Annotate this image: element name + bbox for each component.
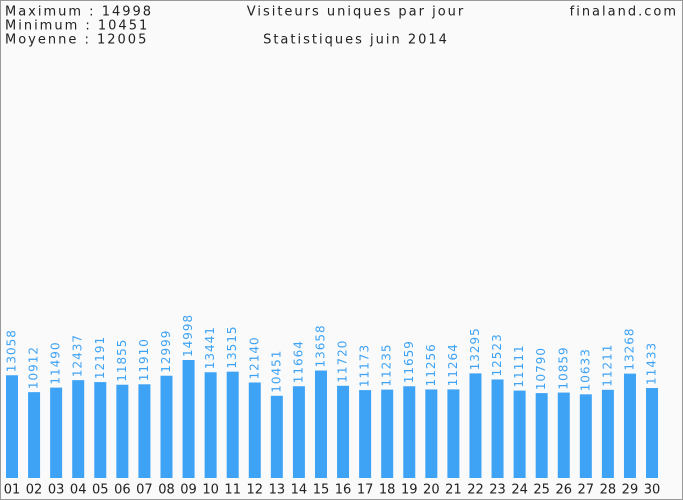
value-label: 11111 [512, 344, 526, 387]
bar [557, 392, 570, 478]
bar [314, 370, 327, 478]
chart-title: Visiteurs uniques par jour [247, 5, 466, 20]
value-label: 11490 [49, 341, 63, 384]
x-tick-label: 30 [644, 483, 661, 498]
x-tick-label: 22 [467, 483, 484, 498]
bar [535, 393, 548, 478]
x-tick-label: 04 [70, 483, 87, 498]
x-tick-label: 16 [335, 483, 352, 498]
bar [292, 386, 305, 478]
value-label: 14998 [181, 314, 195, 357]
x-tick-label: 12 [246, 483, 263, 498]
bar [337, 385, 350, 478]
x-tick-label: 18 [379, 483, 396, 498]
value-label: 13268 [622, 327, 636, 370]
chart-subtitle: Statistiques juin 2014 [263, 33, 449, 48]
value-label: 11720 [336, 340, 350, 383]
bar [601, 389, 614, 478]
x-tick-label: 13 [269, 483, 286, 498]
x-tick-label: 28 [600, 483, 617, 498]
x-tick-label: 03 [48, 483, 65, 498]
x-tick-label: 20 [423, 483, 440, 498]
value-label: 13515 [225, 325, 239, 368]
bar [491, 379, 504, 478]
x-tick-label: 05 [92, 483, 109, 498]
bar [204, 372, 217, 478]
x-tick-label: 07 [136, 483, 153, 498]
bar [447, 389, 460, 478]
value-label: 12437 [71, 334, 85, 377]
bar [72, 380, 85, 478]
stat-line: Maximum : 14998 [5, 5, 153, 20]
value-label: 10633 [578, 348, 592, 391]
bar [138, 384, 151, 478]
value-label: 10790 [534, 347, 548, 390]
x-tick-label: 29 [622, 483, 639, 498]
x-tick-label: 24 [511, 483, 528, 498]
value-label: 12140 [247, 336, 261, 379]
x-tick-label: 26 [555, 483, 572, 498]
stat-line: Moyenne : 12005 [5, 33, 148, 48]
value-label: 11659 [402, 340, 416, 383]
stat-line: Minimum : 10451 [5, 19, 149, 34]
x-tick-label: 11 [224, 483, 241, 498]
value-label: 13441 [203, 326, 217, 369]
value-label: 11664 [291, 340, 305, 383]
x-tick-label: 01 [4, 483, 21, 498]
value-label: 11855 [115, 339, 129, 382]
bar [6, 375, 18, 478]
value-label: 10912 [27, 346, 41, 389]
value-label: 11433 [645, 342, 659, 385]
value-label: 11211 [600, 344, 614, 387]
value-label: 10451 [269, 350, 283, 393]
value-label: 13058 [5, 329, 19, 372]
bar [50, 387, 63, 478]
x-tick-label: 17 [357, 483, 374, 498]
bar [359, 390, 372, 478]
x-tick-label: 27 [578, 483, 595, 498]
value-label: 13295 [468, 327, 482, 370]
bar [579, 394, 592, 478]
x-tick-label: 25 [533, 483, 550, 498]
x-tick-label: 10 [202, 483, 219, 498]
bar [270, 395, 283, 478]
value-label: 11235 [380, 343, 394, 386]
value-label: 11173 [358, 344, 372, 387]
value-label: 13658 [313, 324, 327, 367]
bar [94, 382, 107, 478]
bar [425, 389, 438, 478]
bar [116, 384, 129, 478]
value-label: 11910 [137, 338, 151, 381]
bar [513, 390, 526, 478]
x-tick-label: 02 [26, 483, 43, 498]
x-tick-label: 21 [445, 483, 462, 498]
bar [248, 382, 261, 478]
value-label: 12191 [93, 336, 107, 379]
bar [469, 373, 482, 478]
value-label: 11256 [424, 343, 438, 386]
bar [28, 392, 41, 478]
x-tick-label: 23 [489, 483, 506, 498]
x-tick-label: 19 [401, 483, 418, 498]
value-label: 12523 [490, 333, 504, 376]
value-label: 10859 [556, 346, 570, 389]
x-tick-label: 14 [291, 483, 308, 498]
bar [381, 389, 394, 478]
x-tick-label: 06 [114, 483, 131, 498]
bar [160, 375, 173, 478]
bar [403, 386, 416, 478]
bar [226, 371, 239, 478]
site-name: finaland.com [570, 5, 678, 20]
bar [182, 360, 195, 478]
bar [623, 373, 636, 478]
x-tick-label: 08 [158, 483, 175, 498]
bar [646, 388, 659, 478]
x-tick-label: 09 [180, 483, 197, 498]
value-label: 11264 [446, 343, 460, 386]
x-tick-label: 15 [313, 483, 330, 498]
value-label: 12999 [159, 330, 173, 373]
